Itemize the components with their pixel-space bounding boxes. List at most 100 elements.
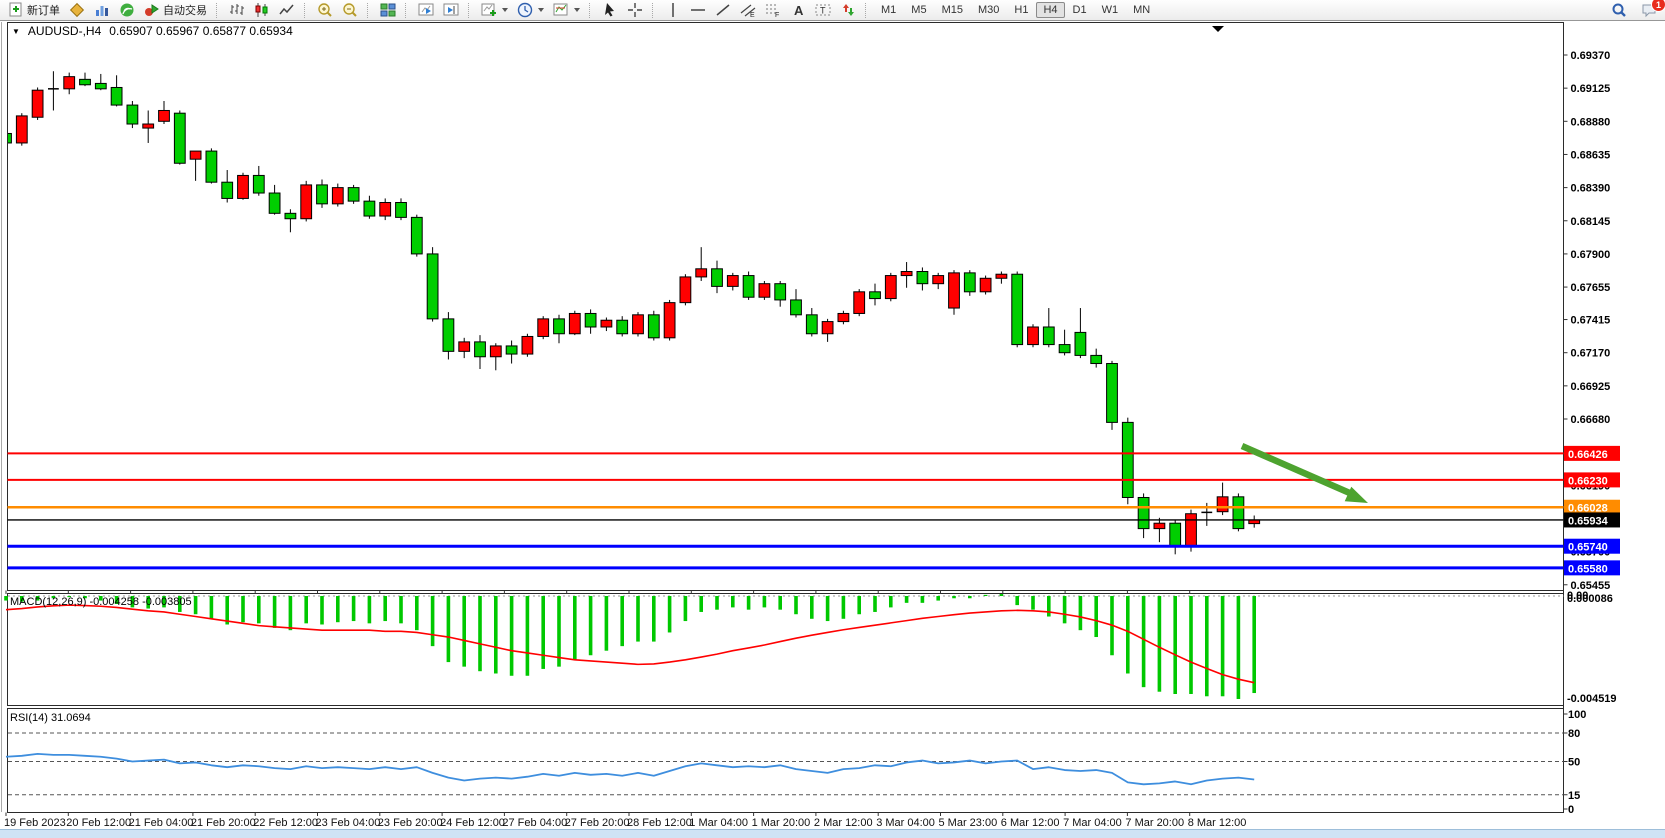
bear-candle — [1090, 354, 1103, 365]
navigator-button[interactable] — [115, 0, 139, 20]
macd-histogram-bar — [1189, 596, 1193, 694]
macd-histogram-bar — [620, 596, 624, 647]
macd-histogram-bar — [652, 596, 656, 642]
timeframe-M1[interactable]: M1 — [881, 4, 897, 16]
macd-histogram-bar — [193, 596, 198, 615]
timeframe-H1[interactable]: H1 — [1014, 4, 1029, 16]
bear-candle — [1042, 326, 1055, 346]
templates-button[interactable] — [549, 0, 584, 20]
cursor-button[interactable] — [598, 0, 622, 20]
svg-text:T: T — [820, 6, 826, 16]
toolbar-group-scroll — [412, 0, 465, 20]
timeframe-H4[interactable]: H4 — [1036, 2, 1065, 18]
auto-scroll-button[interactable] — [414, 0, 438, 20]
text-icon: A — [790, 2, 806, 18]
rsi-axis-label: 100 — [1568, 709, 1586, 721]
bull-candle — [63, 76, 76, 90]
equidistant-channel-button[interactable]: E — [736, 0, 760, 20]
macd-axis-label: -0.004519 — [1567, 693, 1617, 705]
macd-histogram-bar — [99, 596, 103, 601]
chart-shift-marker[interactable] — [1212, 26, 1224, 32]
bull-candle — [379, 201, 392, 217]
macd-histogram-bar — [904, 596, 909, 603]
macd-histogram-bar — [83, 596, 87, 599]
price-tick-label: 0.68145 — [1571, 216, 1611, 228]
rsi-line — [5, 753, 1255, 786]
zoom-out-button[interactable] — [338, 0, 362, 20]
trendline-button[interactable] — [711, 0, 735, 20]
timeframe-MN[interactable]: MN — [1133, 4, 1151, 16]
price-level-badge — [1564, 499, 1620, 515]
bear-candle — [1011, 273, 1024, 346]
bull-candle — [142, 123, 155, 129]
macd-histogram-bar — [494, 596, 498, 674]
autotrading-button[interactable]: 自动交易 — [140, 0, 211, 20]
bear-candle — [126, 104, 139, 125]
bar-chart-button[interactable] — [225, 0, 249, 20]
macd-histogram-bar — [509, 596, 514, 676]
profile-button[interactable] — [65, 0, 89, 20]
macd-histogram-bar — [573, 596, 577, 660]
trend-arrow-head — [1344, 486, 1368, 503]
bull-candle — [1153, 522, 1166, 530]
vertical-line-button[interactable] — [661, 0, 685, 20]
time-axis-label: 5 Mar 23:00 — [939, 817, 998, 829]
chart-canvas[interactable]: 0.69370 0.69125 0.68880 0.68635 0.68390 0.681… — [0, 21, 1665, 829]
macd-histogram-bar — [415, 596, 419, 631]
toolbar-group-chart-types — [223, 0, 301, 20]
text-button[interactable]: A — [786, 0, 810, 20]
collapse-triangle-icon[interactable]: ▼ — [12, 26, 20, 36]
crosshair-icon — [627, 2, 643, 18]
macd-histogram-bar — [983, 594, 988, 596]
zoom-in-button[interactable] — [313, 0, 337, 20]
macd-histogram-bar — [225, 596, 229, 625]
toolbar-group-cursor — [596, 0, 649, 20]
bear-candle — [805, 314, 818, 335]
svg-text:A: A — [794, 3, 804, 18]
price-tick-label: 0.68635 — [1571, 149, 1611, 161]
macd-histogram-bar — [952, 596, 956, 599]
price-tick-label: 0.68880 — [1571, 116, 1611, 128]
timeframe-M30[interactable]: M30 — [977, 4, 1000, 16]
macd-histogram-bar — [114, 596, 119, 604]
macd-histogram-bar — [731, 596, 735, 608]
timeframe-M15[interactable]: M15 — [941, 4, 963, 16]
line-chart-button[interactable] — [275, 0, 299, 20]
macd-histogram-bar — [857, 596, 861, 615]
fibonacci-button[interactable]: F — [761, 0, 785, 20]
timeframe-W1[interactable]: W1 — [1101, 4, 1119, 16]
chart-ohlc-header: ▼ AUDUSD-,H4 0.65907 0.65967 0.65877 0.6… — [12, 24, 293, 38]
macd-histogram-bar — [667, 596, 672, 633]
macd-histogram-bar — [241, 596, 245, 623]
indicators-button[interactable] — [477, 0, 512, 20]
timeframe-D1[interactable]: D1 — [1072, 4, 1087, 16]
price-tick-label: 0.68390 — [1571, 183, 1611, 195]
chevron-down-icon — [502, 8, 508, 12]
arrows-button[interactable] — [836, 0, 860, 20]
text-label-button[interactable]: T — [811, 0, 835, 20]
charts-button[interactable] — [90, 0, 114, 20]
trend-arrow-annotation[interactable] — [1240, 443, 1354, 497]
bear-candle — [173, 112, 186, 164]
notifications-button[interactable]: 1 — [1637, 0, 1665, 20]
bear-candle — [221, 181, 234, 199]
templates-icon — [553, 2, 569, 18]
bear-candle — [110, 86, 123, 106]
macd-histogram-bar — [320, 596, 324, 625]
macd-histogram-bar — [715, 596, 719, 610]
timeframe-M5[interactable]: M5 — [911, 4, 927, 16]
new-order-button[interactable]: 新订单 — [4, 0, 64, 20]
bull-candle — [679, 276, 692, 304]
macd-histogram-bar — [604, 596, 609, 651]
periods-button[interactable] — [513, 0, 548, 20]
horizontal-line-button[interactable] — [686, 0, 710, 20]
crosshair-button[interactable] — [623, 0, 647, 20]
chart-shift-button[interactable] — [439, 0, 463, 20]
bear-candle — [474, 341, 486, 358]
line-chart-icon — [279, 2, 295, 18]
search-button[interactable] — [1607, 0, 1631, 20]
time-axis-label: 8 Mar 12:00 — [1188, 817, 1247, 829]
status-bar — [0, 829, 1665, 838]
tile-windows-button[interactable] — [376, 0, 400, 20]
candlestick-chart-button[interactable] — [250, 0, 274, 20]
